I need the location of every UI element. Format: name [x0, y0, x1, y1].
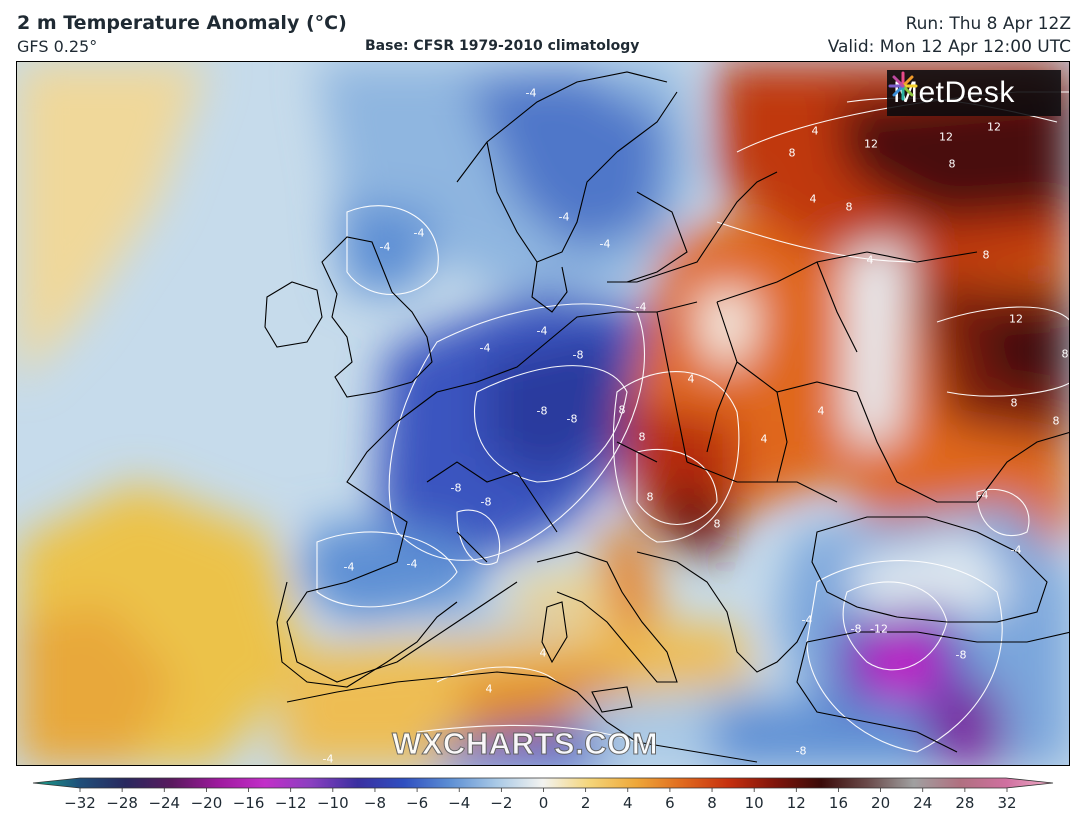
contour-label: -8 — [955, 648, 967, 662]
contour-label: -4 — [635, 300, 647, 314]
colorbar-tick-label: 10 — [745, 794, 764, 812]
contour-label: 4 — [760, 432, 768, 446]
contour-label: -4 — [379, 240, 391, 254]
colorbar-tick-label: 8 — [707, 794, 717, 812]
colorbar-tick-label: 4 — [623, 794, 633, 812]
contour-label: -4 — [406, 557, 418, 571]
colorbar-tick-label: 6 — [665, 794, 675, 812]
contour-label: 12 — [987, 120, 1001, 134]
contour-label: -8 — [850, 622, 862, 636]
contour-label: -4 — [525, 86, 537, 100]
contour-label: 12 — [1009, 312, 1023, 326]
contour-label: -4 — [977, 488, 989, 502]
contour-label: 8 — [638, 430, 646, 444]
contour-label: -4 — [801, 613, 813, 627]
contour-label: -8 — [572, 348, 584, 362]
colorbar-tick-label: −20 — [191, 794, 223, 812]
contour-label: -4 — [322, 752, 334, 766]
base-climatology-label: Base: CFSR 1979-2010 climatology — [365, 38, 640, 54]
colorbar-tick-label: −10 — [317, 794, 349, 812]
colorbar-tick-label: −2 — [490, 794, 512, 812]
contour-label: 4 — [811, 124, 819, 138]
colorbar-tick-label: 32 — [997, 794, 1016, 812]
contour-label: -4 — [479, 341, 491, 355]
contour-label: -4 — [558, 210, 570, 224]
contour-label: 4 — [485, 682, 493, 696]
colorbar-tick-label: −32 — [64, 794, 96, 812]
colorbar-tick-label: 24 — [913, 794, 932, 812]
contour-label: 12 — [864, 137, 878, 151]
contour-label: -8 — [450, 481, 462, 495]
contour-label: 8 — [982, 248, 990, 262]
model-label: GFS 0.25° — [17, 37, 98, 56]
metdesk-logo-text: MetDesk — [893, 76, 1015, 109]
metdesk-logo: MetDesk — [887, 70, 1061, 116]
contour-label: -8 — [536, 404, 548, 418]
colorbar-tick-label: −24 — [148, 794, 180, 812]
colorbar-tick-label: −8 — [364, 794, 386, 812]
contour-label: -8 — [480, 495, 492, 509]
contour-label: -8 — [795, 744, 807, 758]
contour-label: -8 — [566, 412, 578, 426]
contour-label: 12 — [939, 130, 953, 144]
colorbar-tick-label: −16 — [233, 794, 265, 812]
contour-label: 8 — [713, 517, 721, 531]
colorbar-tick-label: −12 — [275, 794, 307, 812]
contour-label: 8 — [646, 490, 654, 504]
run-time-label: Run: Thu 8 Apr 12Z — [905, 14, 1071, 34]
colorbar-tick-label: −4 — [448, 794, 470, 812]
contour-label: 4 — [866, 253, 874, 267]
colorbar-tick-label: −28 — [106, 794, 138, 812]
colorbar-tick-label: 12 — [787, 794, 806, 812]
anomaly-map: -4 -4 -4 -4 -4 -4 -4 -4 -8 -8 -8 -8 -8 -4 -4 8 8 8 8 4 4 4 4 4 8… — [16, 61, 1070, 766]
colorbar-tick-label: 16 — [829, 794, 848, 812]
colorbar-tick-label: 2 — [581, 794, 591, 812]
contour-label: 8 — [1052, 414, 1060, 428]
contour-label: 8 — [618, 403, 626, 417]
contour-label: -4 — [413, 226, 425, 240]
colorbar-tick-label: 28 — [955, 794, 974, 812]
coastlines-and-borders — [264, 71, 1069, 763]
contour-label: 4 — [687, 372, 695, 386]
contour-label: 8 — [1061, 347, 1069, 361]
contour-label: 8 — [948, 157, 956, 171]
contour-label: 8 — [1010, 396, 1018, 410]
contour-label: 8 — [788, 146, 796, 160]
contour-label: 8 — [845, 200, 853, 214]
contour-label: -12 — [870, 622, 888, 636]
colorbar-legend: −32 −28 −24 −20 −16 −12 −10 −8 −6 −4 −2 0 2 4 6 8 10 12 16… — [32, 777, 1054, 812]
valid-time-label: Valid: Mon 12 Apr 12:00 UTC — [827, 37, 1071, 57]
contour-label: -4 — [343, 560, 355, 574]
colorbar-tick-label: −6 — [406, 794, 428, 812]
colorbar-gradient — [32, 777, 1054, 789]
contour-label: 4 — [809, 192, 817, 206]
colorbar-tick-label: 0 — [539, 794, 549, 812]
contour-label: -4 — [1010, 543, 1022, 557]
colorbar-ticks: −32 −28 −24 −20 −16 −12 −10 −8 −6 −4 −2 0 2 4 6 8 10 12 16… — [64, 788, 1017, 812]
contour-label: -4 — [599, 237, 611, 251]
map-title: 2 m Temperature Anomaly (°C) — [17, 12, 347, 34]
contour-label: 4 — [539, 646, 547, 660]
colorbar-tick-label: 20 — [871, 794, 890, 812]
metdesk-starburst-icon — [888, 71, 918, 101]
anomaly-field — [17, 62, 1069, 765]
wxcharts-watermark: WXCHARTS.COM — [391, 726, 659, 762]
contour-label: 4 — [817, 404, 825, 418]
contour-label: -4 — [536, 324, 548, 338]
